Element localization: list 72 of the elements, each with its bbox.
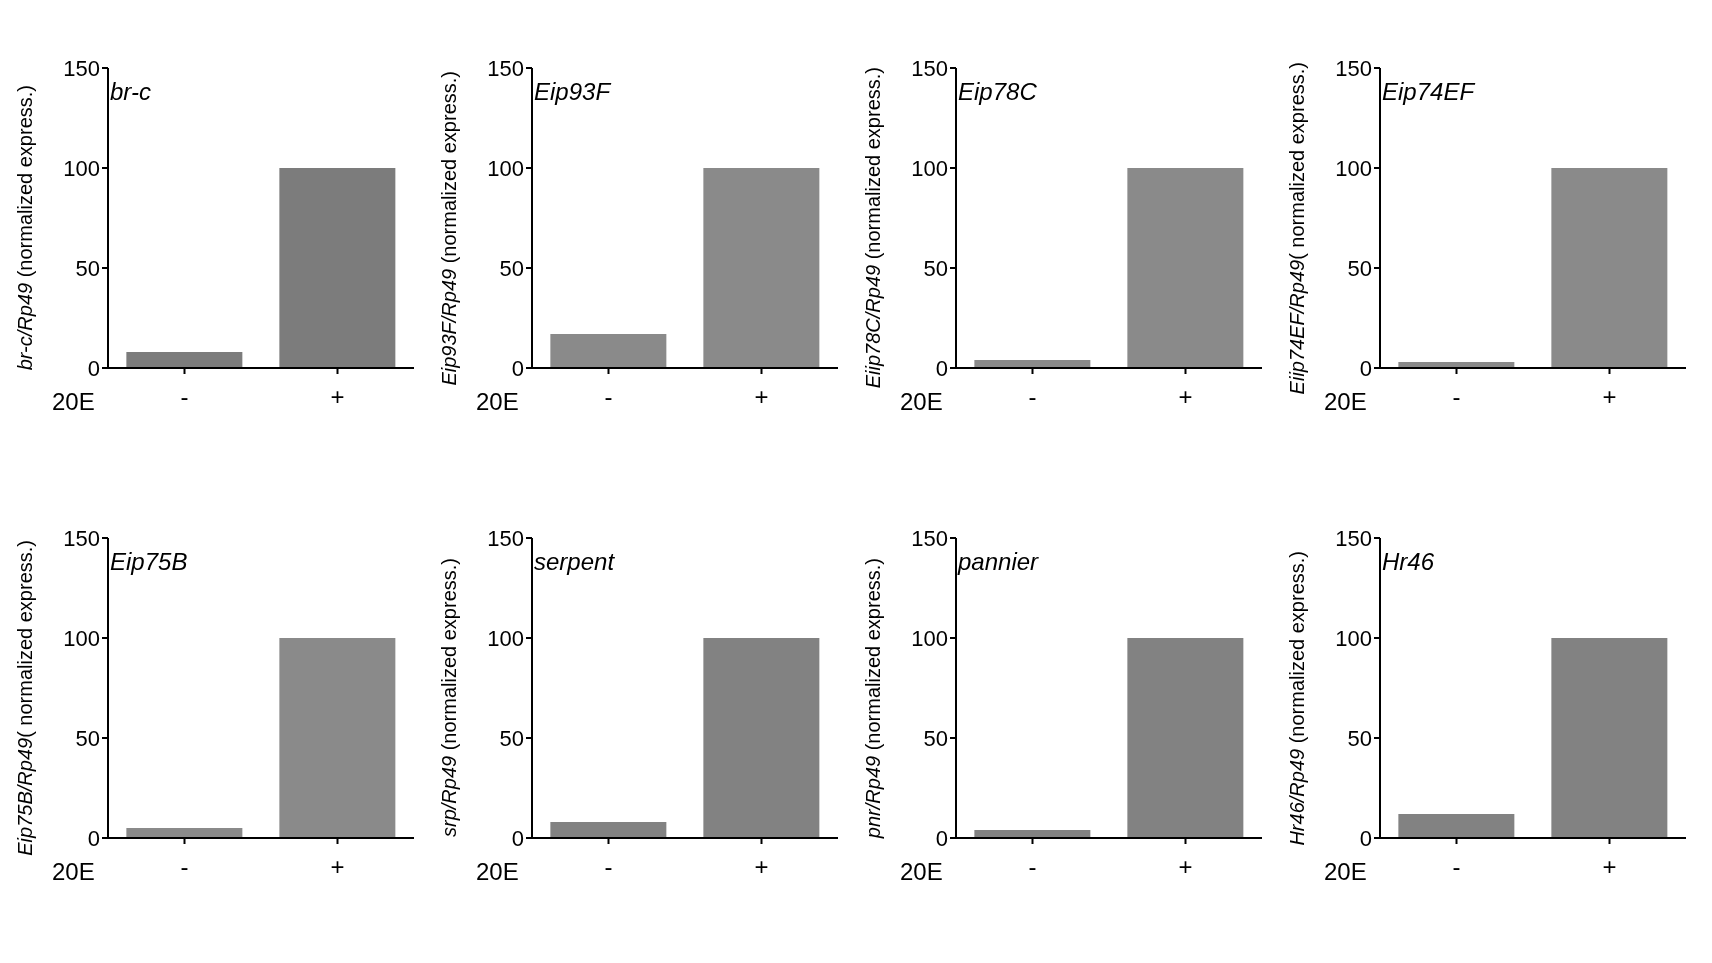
x-tick-label: -: [1452, 853, 1461, 881]
y-tick-label: 150: [63, 55, 100, 81]
y-tick-label: 100: [63, 625, 100, 651]
y-tick-label: 0: [511, 825, 524, 851]
chart-title: pannier: [958, 548, 1039, 576]
y-tick-label: 100: [1335, 625, 1372, 651]
y-tick-label: 150: [911, 525, 948, 551]
chart-title: Eip93F: [534, 78, 611, 106]
chart-title: Hr46: [1382, 548, 1435, 576]
x-tick-label: +: [1602, 853, 1617, 881]
x-tick-label: -: [1028, 383, 1037, 411]
x-tick-label: +: [754, 383, 769, 411]
y-tick-label: 0: [935, 355, 948, 381]
x-tick-label: +: [1178, 853, 1193, 881]
x-tick-label: -: [604, 383, 613, 411]
chart-title: serpent: [534, 548, 615, 576]
x-tick-label: -: [1452, 383, 1461, 411]
y-tick-label: 100: [911, 625, 948, 651]
y-axis-title: Eiip78C/Rp49 (normalized express.): [861, 67, 884, 389]
y-tick-label: 150: [911, 55, 948, 81]
x-tick-label: -: [180, 853, 189, 881]
y-tick-label: 150: [1335, 55, 1372, 81]
y-tick-label: 0: [1359, 355, 1372, 381]
y-tick-label: 50: [499, 255, 524, 281]
x-tick-label: -: [604, 853, 613, 881]
y-axis-title: Eiip74EF/Rp49( normalized express.): [1285, 61, 1308, 395]
y-tick-label: 100: [1335, 155, 1372, 181]
y-tick-label: 100: [911, 155, 948, 181]
y-tick-label: 50: [923, 255, 948, 281]
y-axis-title: Eip93F/Rp49 (normalized express.): [437, 70, 460, 386]
chart-title: br-c: [110, 78, 151, 106]
y-tick-label: 150: [1335, 525, 1372, 551]
x-axis-title: 20E: [900, 388, 943, 416]
y-tick-label: 50: [923, 725, 948, 751]
x-tick-label: -: [1028, 853, 1037, 881]
y-axis-title: br-c/Rp49 (normalized express.): [13, 85, 36, 371]
y-tick-label: 150: [487, 525, 524, 551]
y-tick-label: 50: [1347, 725, 1372, 751]
x-tick-label: +: [1178, 383, 1193, 411]
x-axis-title: 20E: [900, 858, 943, 886]
chart-title: Eip74EF: [1382, 78, 1475, 106]
x-axis-title: 20E: [1324, 388, 1367, 416]
y-axis-title: Hr46/Rp49 (normalized express.): [1285, 550, 1308, 846]
y-tick-label: 0: [87, 825, 100, 851]
y-tick-label: 150: [63, 525, 100, 551]
y-tick-label: 50: [499, 725, 524, 751]
y-tick-label: 0: [1359, 825, 1372, 851]
x-tick-label: +: [754, 853, 769, 881]
x-tick-label: +: [330, 853, 345, 881]
y-tick-label: 0: [87, 355, 100, 381]
chart-title: Eip75B: [110, 548, 188, 576]
y-tick-label: 50: [1347, 255, 1372, 281]
y-tick-label: 0: [935, 825, 948, 851]
x-axis-title: 20E: [476, 858, 519, 886]
x-axis-title: 20E: [476, 388, 519, 416]
y-axis-title: pnr/Rp49 (normalized express.): [861, 557, 884, 839]
y-tick-label: 150: [487, 55, 524, 81]
y-tick-label: 100: [487, 155, 524, 181]
chart-title: Eip78C: [958, 78, 1037, 106]
x-tick-label: +: [330, 383, 345, 411]
x-axis-title: 20E: [52, 388, 95, 416]
y-tick-label: 100: [63, 155, 100, 181]
y-tick-label: 50: [75, 255, 100, 281]
x-tick-label: +: [1602, 383, 1617, 411]
x-tick-label: -: [180, 383, 189, 411]
y-tick-label: 100: [487, 625, 524, 651]
y-axis-title: srp/Rp49 (normalized express.): [437, 558, 460, 838]
x-axis-title: 20E: [52, 858, 95, 886]
y-tick-label: 0: [511, 355, 524, 381]
x-axis-title: 20E: [1324, 858, 1367, 886]
y-tick-label: 50: [75, 725, 100, 751]
y-axis-title: Eip75B/Rp49( normalized express.): [13, 540, 36, 856]
